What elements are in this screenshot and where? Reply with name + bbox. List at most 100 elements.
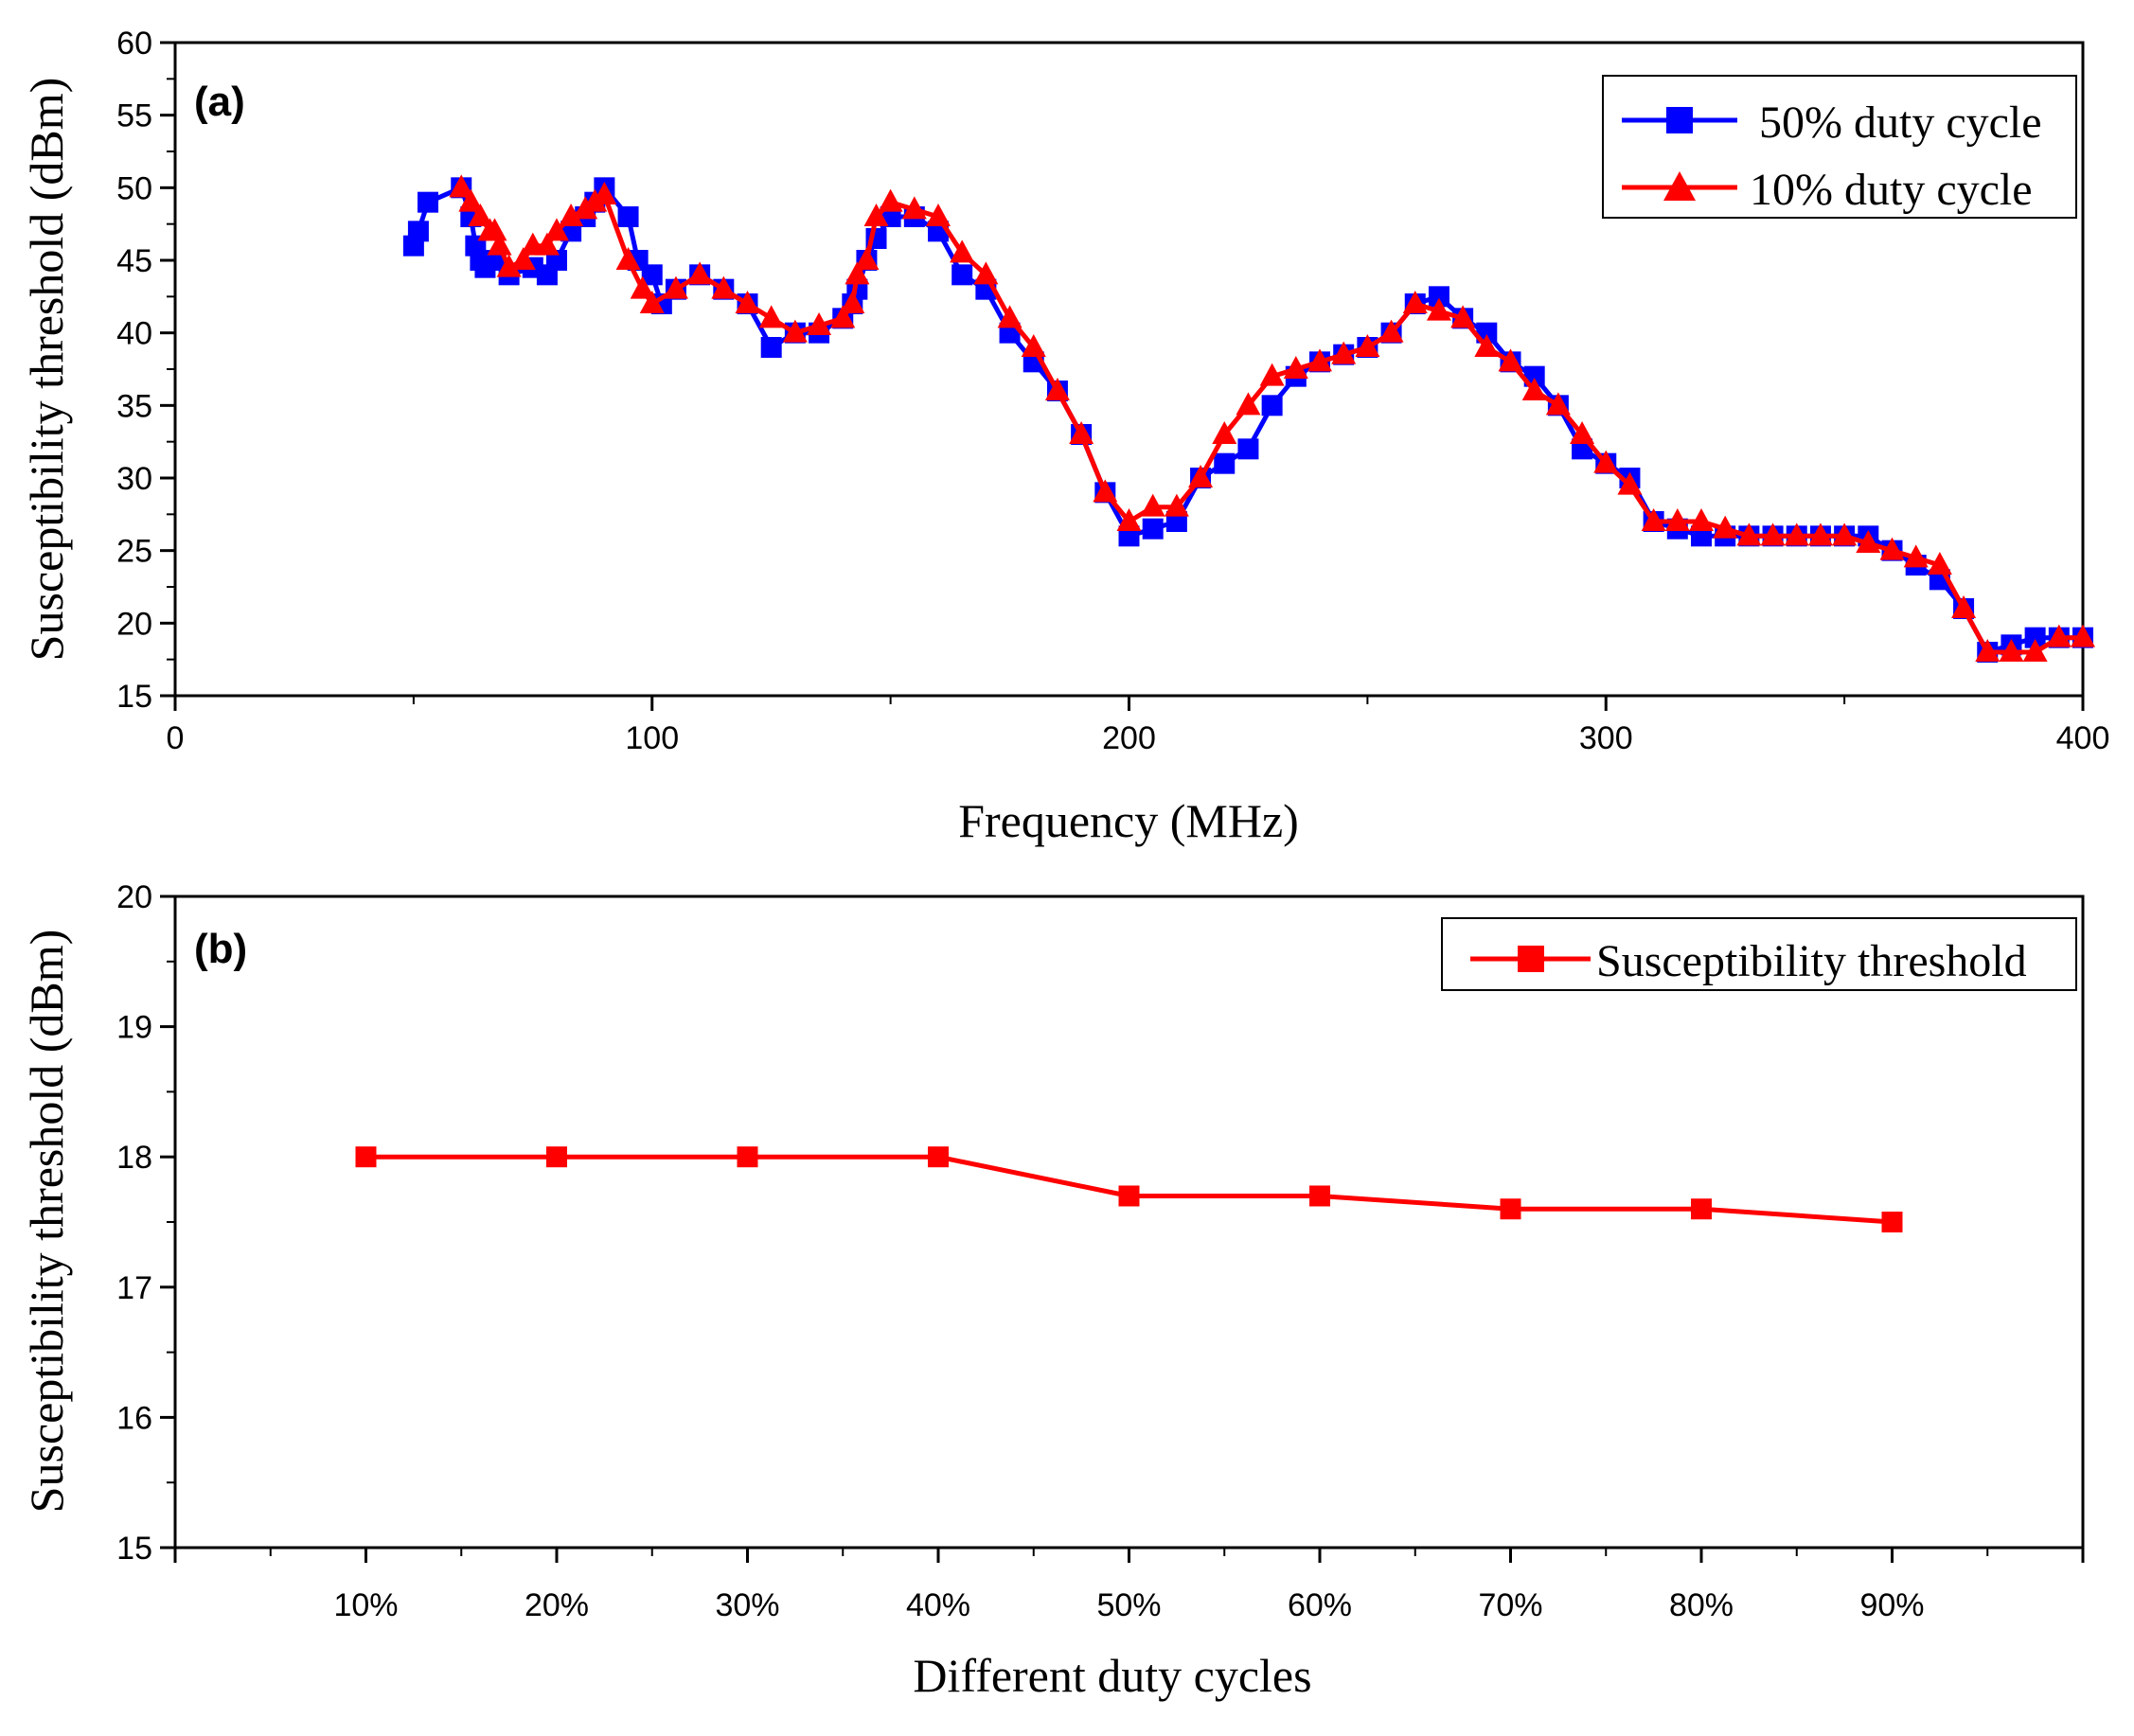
panel-a-legend: 50% duty cycle 10% duty cycle [1602,75,2077,219]
a-data-point [1736,523,1762,546]
a-data-point [1593,450,1619,473]
a-data-point [1641,508,1666,531]
b-data-point [1118,1185,1140,1207]
a-data-point [641,264,663,286]
a-data-point [1664,508,1690,531]
a-data-point [1212,421,1237,444]
a-data-point [735,291,760,313]
a-data-point [1975,639,2001,662]
a-data-point [926,204,951,226]
legend-label-10-duty: 10% duty cycle [1750,165,2033,215]
b-x-tick-label: 30% [715,1587,779,1623]
a-data-point [417,191,438,213]
a-data-point [1236,392,1261,416]
panel-b-ticks: 15 16 17 18 19 20 10% 20% 30% 40% 50% 60% 70% 80% 90% [116,879,2085,1623]
a-y-tick-label: 45 [116,243,152,279]
b-data-point [1309,1185,1330,1207]
a-data-point [1188,465,1214,487]
a-x-tick-label: 0 [167,720,185,756]
a-data-point [1021,334,1046,357]
a-data-point [863,204,889,226]
a-y-tick-label: 60 [116,26,152,62]
a-y-tick-label: 30 [116,461,152,497]
b-data-point [355,1146,377,1168]
b-y-tick-label: 15 [116,1531,152,1567]
panel-b-plot-frame [173,895,2085,1550]
a-data-point [760,337,782,358]
a-data-point [1521,378,1547,400]
a-data-point [1093,479,1118,503]
a-data-point [1428,286,1449,308]
a-y-tick-label: 25 [116,534,152,570]
a-data-point [1807,523,1833,546]
a-data-point [2022,639,2048,662]
a-data-point [1570,421,1595,444]
panel-a-series [402,174,2095,663]
a-y-tick-label: 35 [116,388,152,424]
a-x-tick-label: 400 [2056,720,2110,756]
a-data-point [782,319,808,343]
a-data-point [840,291,865,313]
a-y-tick-label: 50 [116,170,152,206]
a-data-point [807,312,832,335]
a-data-point [1116,508,1142,531]
b-data-point [1691,1198,1712,1220]
a-x-tick-label: 100 [625,720,679,756]
b-data-point [546,1146,567,1168]
a-y-tick-label: 20 [116,606,152,642]
a-data-point [1069,421,1094,444]
a-data-point [1784,523,1809,546]
a-data-point [1832,523,1858,546]
a-data-point [534,232,560,256]
a-data-point [592,182,617,204]
b-x-tick-label: 20% [525,1587,589,1623]
panel-b-label: (b) [194,926,247,972]
panel-b-legend: Susceptibility threshold [1441,917,2077,991]
b-data-point [928,1146,949,1168]
a-data-point [2024,627,2046,648]
a-data-point [1426,297,1451,321]
a-data-point [663,275,688,299]
a-data-point [407,221,429,242]
a-data-point [1999,639,2024,662]
a-data-point [1713,515,1738,539]
a-data-point [973,261,999,285]
a-data-point [630,275,655,299]
a-data-point [830,305,856,328]
a-data-point [1402,291,1428,313]
a-series-line-0 [411,185,2083,655]
a-series-1 [449,174,2095,662]
panel-a-y-axis-title: Susceptibility threshold (dBm) [20,78,73,662]
b-y-tick-label: 16 [116,1400,152,1436]
a-data-point [687,261,713,285]
a-data-point [1164,493,1189,517]
a-y-tick-label: 15 [116,679,152,715]
a-data-point [510,247,536,270]
b-x-tick-label: 50% [1096,1587,1161,1623]
a-data-point [1044,378,1070,400]
a-data-point [639,291,665,313]
legend-marker-threshold [1518,946,1544,972]
a-data-point [1259,363,1285,386]
a-data-point [1142,518,1164,540]
a-data-point [711,275,737,299]
b-x-tick-label: 90% [1859,1587,1924,1623]
b-data-point [737,1146,758,1168]
a-data-point [854,247,880,270]
a-data-point [758,305,784,328]
a-data-point [1261,395,1283,416]
a-data-point [1903,544,1929,568]
panel-b-legend-box [1441,917,2077,991]
a-data-point [1617,471,1643,495]
a-data-point [951,264,973,286]
b-x-tick-label: 80% [1669,1587,1734,1623]
legend-label-50-duty: 50% duty cycle [1759,97,2042,148]
a-x-tick-label: 200 [1102,720,1156,756]
panel-b-y-axis-title: Susceptibility threshold (dBm) [20,930,73,1514]
a-data-point [458,188,484,212]
a-y-tick-label: 55 [116,98,152,134]
legend-label-threshold: Susceptibility threshold [1596,936,2027,986]
panel-b-x-axis-title: Different duty cycles [913,1649,1311,1702]
a-data-point [615,247,641,270]
